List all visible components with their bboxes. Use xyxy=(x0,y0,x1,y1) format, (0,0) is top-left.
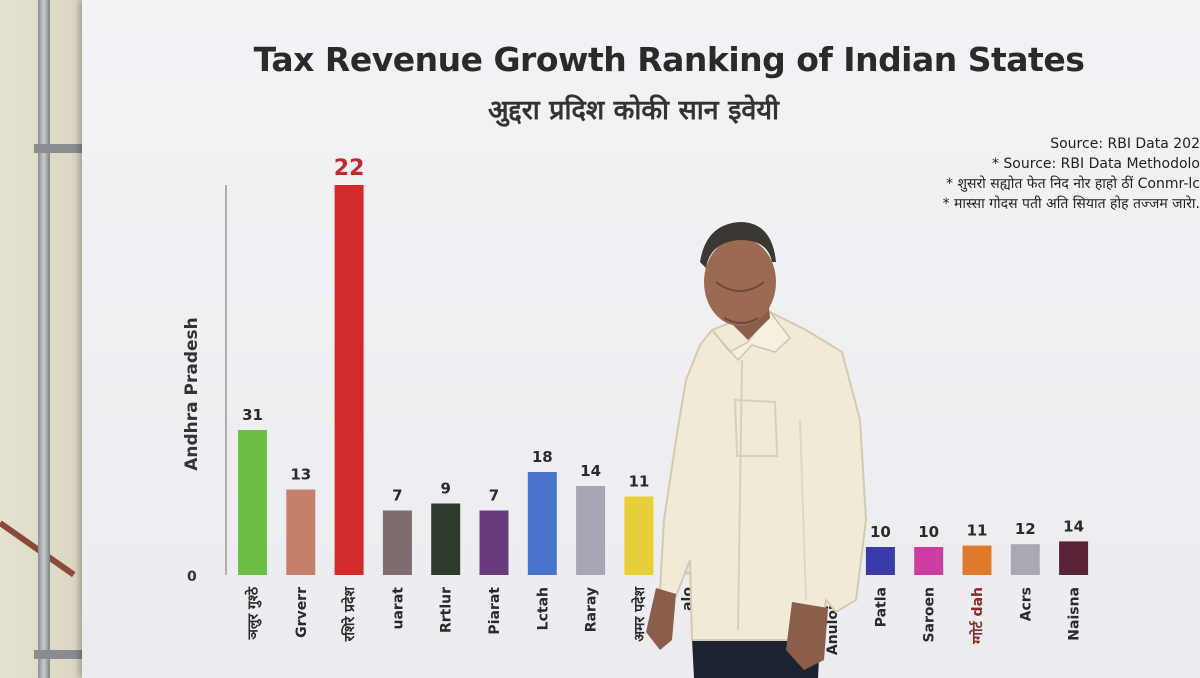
bar-7 xyxy=(576,486,606,575)
bar-category-label-17: Naisna xyxy=(1067,587,1083,641)
bar-category-label-7: Raray xyxy=(584,587,600,632)
bar-15 xyxy=(962,545,992,575)
bar-category-label-8: अमर पदेश xyxy=(631,587,648,642)
bar-16 xyxy=(1010,544,1040,575)
metal-pole xyxy=(38,0,50,678)
bar-value-label-8: 11 xyxy=(628,473,649,491)
source-note-2: * Source: RBI Data Methodolo xyxy=(991,156,1200,172)
bar-17 xyxy=(1059,541,1089,575)
bar-category-label-1: Grverr xyxy=(294,587,310,638)
bar-category-label-3: uarat xyxy=(390,587,406,630)
bar-value-label-14: 10 xyxy=(918,523,939,541)
bar-3 xyxy=(382,510,412,575)
bar-9 xyxy=(672,571,702,575)
bar-value-label-6: 18 xyxy=(532,448,553,466)
bar-category-label-5: Piarat xyxy=(487,587,503,635)
bar-value-label-5: 7 xyxy=(489,487,499,505)
bar-value-label-4: 9 xyxy=(440,480,450,498)
bar-1 xyxy=(286,489,316,575)
source-note-4: * मास्सा गोदस पती अति सियात होह तज्जम जा… xyxy=(942,196,1200,212)
bar-value-label-17: 14 xyxy=(1063,517,1084,535)
bar-category-label-13: Patla xyxy=(873,587,889,627)
bar-category-label-14: Saroen xyxy=(922,587,938,643)
source-note-1: Source: RBI Data 202 xyxy=(1050,136,1200,152)
source-notes: Source: RBI Data 202 * Source: RBI Data … xyxy=(943,134,1200,214)
bar-value-label-3: 7 xyxy=(392,487,402,505)
bar-6 xyxy=(527,472,557,575)
bar-2 xyxy=(334,185,364,575)
bar-value-label-13: 10 xyxy=(870,523,891,541)
bar-13 xyxy=(865,547,895,575)
bar-0 xyxy=(238,430,267,575)
y-tick-zero: 0 xyxy=(187,569,197,585)
bar-category-label-16: Acrs xyxy=(1018,587,1034,621)
bar-value-label-15: 11 xyxy=(967,522,988,540)
pole-clamp xyxy=(34,650,90,659)
pole-clamp xyxy=(34,144,90,153)
chart-title: Tax Revenue Growth Ranking of Indian Sta… xyxy=(253,40,1085,79)
bar-category-label-0: ञलुर गुश्ठे xyxy=(245,586,263,640)
bar-8 xyxy=(624,496,654,575)
bar-category-label-2: रशिरे प्रदेश xyxy=(341,587,358,643)
bar-14 xyxy=(914,547,944,575)
bar-value-label-16: 12 xyxy=(1015,520,1036,538)
bar-value-label-0: 31 xyxy=(242,406,263,424)
bar-4 xyxy=(431,503,461,575)
bar-category-label-15: ग्गोर्ट dah xyxy=(969,587,986,645)
bar-5 xyxy=(479,510,509,575)
bar-value-label-7: 14 xyxy=(580,462,601,480)
bar-value-label-1: 13 xyxy=(290,466,311,484)
bar-value-label-2: 22 xyxy=(334,156,365,181)
bar-category-label-4: Rrtlur xyxy=(439,587,455,633)
source-note-3: * शुसरो सह्योत फेत निद नोर हाहो ठीं Conm… xyxy=(946,176,1200,192)
bar-category-label-6: Lctah xyxy=(535,587,551,630)
chart-subtitle: अुद्दरा प्रदिश कोकी सान इवेयी xyxy=(488,95,779,126)
